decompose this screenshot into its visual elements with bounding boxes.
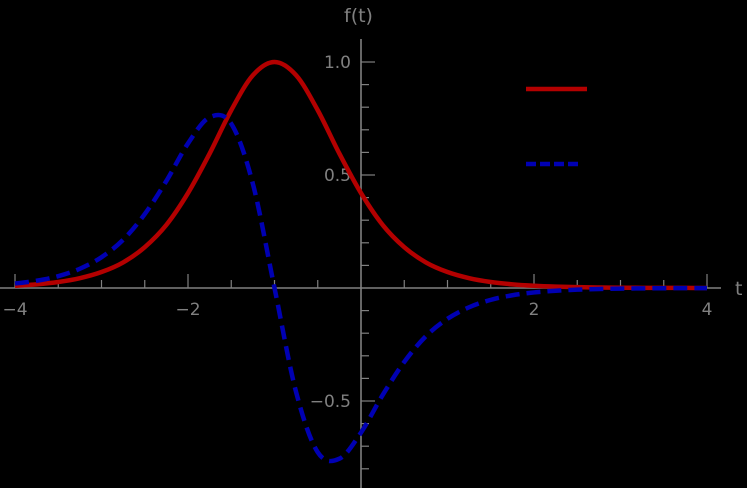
series-layer: [14, 59, 708, 464]
x-tick-label: 2: [529, 300, 540, 320]
x-tick-label: 4: [702, 300, 713, 320]
y-tick-label: 0.5: [324, 166, 351, 186]
y-tick-labels: −0.5 0.5 1.0: [310, 53, 351, 412]
x-tick-label: −2: [175, 300, 200, 320]
y-ticks: [361, 61, 375, 470]
y-axis-label: f(t): [344, 5, 373, 27]
series-dashed-blue-line: [14, 112, 708, 464]
legend: [526, 86, 587, 167]
x-tick-labels: −4 −2 2 4: [2, 300, 712, 320]
y-tick-label: −0.5: [310, 392, 351, 412]
y-tick-label: 1.0: [324, 53, 351, 73]
x-axis-label: t: [735, 278, 742, 300]
x-tick-label: −4: [2, 300, 27, 320]
